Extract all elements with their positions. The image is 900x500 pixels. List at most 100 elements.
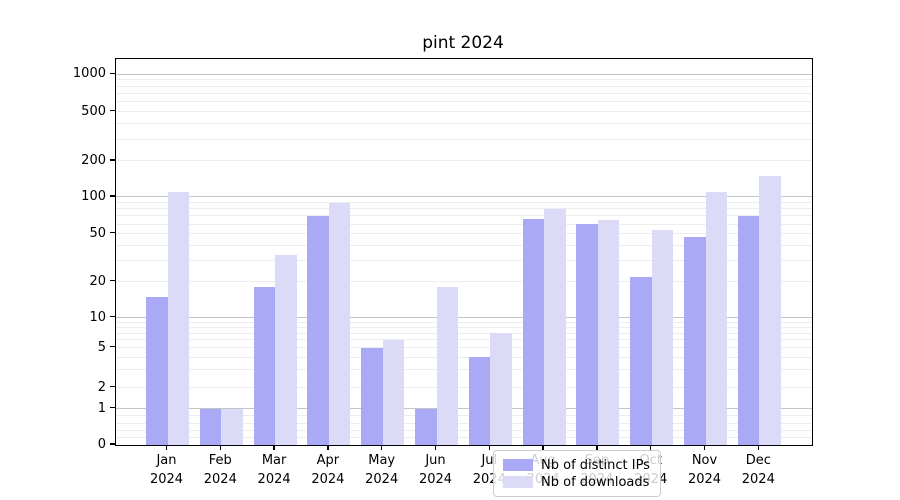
y-tick-label: 20 — [89, 273, 106, 289]
gridline-minor — [116, 208, 812, 210]
x-tick-mark — [757, 445, 759, 450]
bar-dec-distinct-ips — [737, 215, 760, 445]
x-tick-mark — [273, 445, 275, 450]
x-tick-label-year: 2024 — [257, 472, 291, 487]
gridline-minor — [116, 356, 812, 358]
legend-entry-distinct-ips: Nb of distinct IPs — [503, 457, 651, 473]
bar-nov-downloads — [705, 192, 727, 445]
x-tick-mark — [327, 445, 329, 450]
gridline-minor — [116, 429, 812, 431]
gridline-minor — [116, 79, 812, 81]
x-tick-label-year: 2024 — [687, 472, 722, 487]
chart-title: pint 2024 — [422, 33, 504, 53]
gridline-minor — [116, 244, 812, 246]
gridline-minor — [116, 101, 812, 103]
bar-jan-distinct-ips — [146, 296, 168, 445]
gridline-minor — [116, 215, 812, 217]
bar-feb-distinct-ips — [199, 408, 222, 445]
x-tick-mark — [542, 445, 544, 450]
gridline-minor — [116, 422, 812, 424]
gridline-minor — [116, 321, 812, 323]
x-tick-label: Apr 2024 — [298, 451, 358, 489]
x-tick-label: May 2024 — [352, 451, 412, 489]
y-tick-mark — [110, 232, 115, 234]
bar-jun-downloads — [436, 287, 458, 445]
x-tick-label: Jun 2024 — [406, 451, 466, 489]
gridline-minor — [116, 369, 812, 371]
legend: Nb of distinct IPs Nb of downloads — [493, 450, 661, 497]
legend-label-downloads: Nb of downloads — [541, 474, 650, 490]
gridline-minor — [116, 339, 812, 341]
x-tick-label: Feb 2024 — [190, 451, 250, 489]
x-tick-mark — [165, 445, 168, 450]
y-tick-label: 500 — [81, 103, 106, 119]
y-tick-mark — [110, 345, 115, 348]
x-tick-label: Jan 2024 — [137, 451, 197, 489]
gridline-minor — [116, 111, 812, 113]
gridline-major — [116, 317, 812, 319]
gridline-minor — [116, 138, 812, 140]
gridline-minor — [116, 233, 812, 235]
bar-feb-downloads — [221, 408, 243, 445]
y-tick-label: 5 — [97, 339, 106, 355]
x-tick-label: Mar 2024 — [244, 451, 304, 489]
gridline-minor — [116, 415, 812, 417]
gridline-minor — [116, 202, 812, 204]
gridline-minor — [116, 259, 812, 261]
y-tick-label: 0 — [97, 437, 106, 452]
legend-entry-downloads: Nb of downloads — [503, 474, 651, 490]
gridline-minor — [116, 332, 812, 334]
x-tick-mark — [596, 445, 598, 450]
legend-label-distinct-ips: Nb of distinct IPs — [541, 457, 650, 473]
y-tick-mark — [110, 316, 115, 318]
bar-jan-downloads — [167, 192, 189, 445]
bar-mar-downloads — [275, 255, 297, 445]
y-tick-mark — [110, 195, 115, 197]
gridline-minor — [116, 123, 812, 125]
gridline-minor — [116, 160, 812, 162]
bar-jun-distinct-ips — [415, 408, 437, 445]
bar-apr-downloads — [328, 202, 351, 445]
bar-dec-downloads — [759, 175, 781, 445]
plot-area: Nb of distinct IPs Nb of downloads — [115, 58, 813, 497]
gridline-minor — [116, 223, 812, 225]
y-tick-mark — [110, 406, 115, 409]
y-tick-label: 10 — [89, 309, 106, 325]
y-tick-label: 200 — [81, 152, 106, 168]
y-tick-label: 50 — [89, 225, 106, 241]
gridline-minor — [116, 281, 812, 283]
x-tick-label-year: 2024 — [203, 472, 237, 487]
legend-swatch-downloads — [503, 476, 533, 488]
y-tick-label: 100 — [81, 188, 106, 204]
x-tick-mark — [488, 445, 490, 450]
bar-may-downloads — [382, 339, 405, 445]
y-tick-label: 1 — [97, 400, 106, 416]
bar-apr-distinct-ips — [307, 215, 329, 445]
x-tick-label-year: 2024 — [741, 472, 775, 487]
legend-swatch-distinct-ips — [503, 459, 533, 471]
bar-aug-distinct-ips — [522, 219, 545, 445]
gridline-minor — [116, 437, 812, 439]
x-tick-label-year: 2024 — [365, 472, 399, 487]
y-tick-mark — [110, 443, 115, 445]
y-tick-mark — [110, 280, 115, 282]
gridline-minor — [116, 93, 812, 95]
gridline-major — [116, 196, 812, 198]
bar-may-distinct-ips — [361, 347, 383, 445]
x-tick-mark — [650, 445, 652, 450]
bar-jul-downloads — [490, 333, 512, 445]
y-tick-mark — [110, 109, 115, 112]
x-tick-mark — [381, 445, 383, 450]
x-tick-label: Nov 2024 — [675, 451, 735, 489]
bar-nov-distinct-ips — [684, 236, 706, 445]
x-tick-label: Dec 2024 — [728, 451, 788, 489]
bar-aug-downloads — [544, 208, 566, 445]
x-tick-label-year: 2024 — [149, 472, 184, 487]
y-tick-mark — [110, 72, 115, 74]
gridline-minor — [116, 326, 812, 328]
y-tick-label: 2 — [97, 379, 106, 395]
y-tick-mark — [110, 385, 115, 388]
bar-mar-distinct-ips — [253, 287, 276, 445]
bar-jul-distinct-ips — [468, 357, 491, 445]
